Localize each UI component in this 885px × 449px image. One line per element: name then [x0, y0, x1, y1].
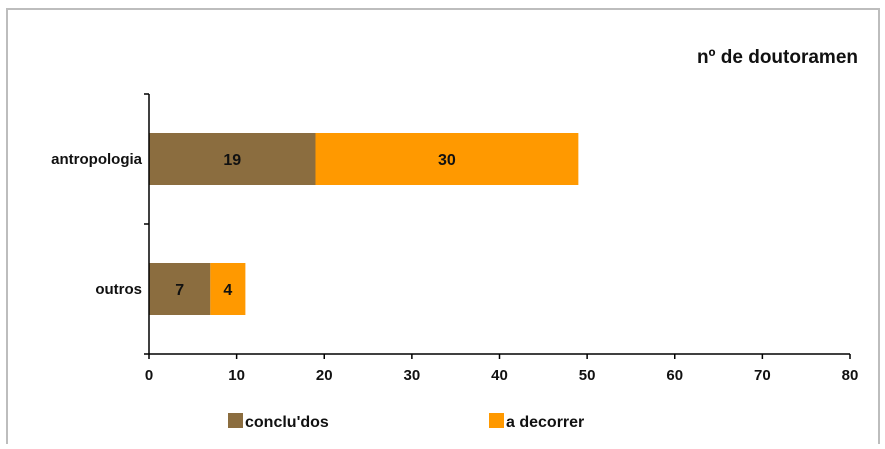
data-label: 30 [438, 152, 456, 169]
x-tick-label: 20 [316, 367, 333, 384]
legend-swatch [228, 413, 243, 428]
bar-antropologia-series-1 [149, 133, 316, 185]
data-label: 4 [223, 282, 232, 299]
legend-swatch [489, 413, 504, 428]
x-tick-label: 40 [491, 367, 508, 384]
x-tick-label: 60 [666, 367, 683, 384]
category-label: outros [95, 281, 142, 298]
chart-frame [6, 8, 880, 444]
bar-outros-series-1 [149, 263, 211, 315]
bar-antropologia-series-2 [315, 133, 579, 185]
x-tick-label: 70 [754, 367, 771, 384]
x-tick-label: 0 [145, 367, 153, 384]
x-tick-label: 10 [228, 367, 245, 384]
legend: conclu'dos a decorrer [228, 413, 584, 431]
data-label: 19 [223, 152, 241, 169]
legend-label: a decorrer [506, 414, 584, 431]
data-label: 7 [175, 282, 184, 299]
plot-area: 19 30 antropologia 7 4 outros 0 10 20 30 40 50 60 70 8… [51, 93, 859, 384]
x-tick-label: 80 [842, 367, 859, 384]
bar-outros-series-2 [210, 263, 246, 315]
x-tick-label: 30 [404, 367, 421, 384]
category-label: antropologia [51, 151, 142, 168]
x-tick-label: 50 [579, 367, 596, 384]
legend-label: conclu'dos [245, 414, 329, 431]
chart-title: nº de doutoramen [697, 47, 858, 68]
